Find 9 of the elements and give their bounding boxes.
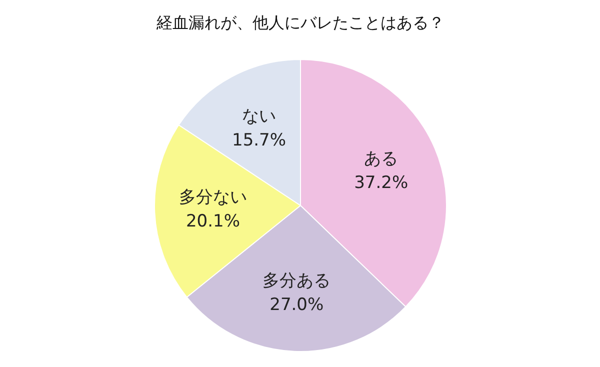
slice-label: ない xyxy=(242,106,276,126)
data-label: 27.0% xyxy=(270,295,324,316)
slice-label: ある xyxy=(364,149,398,170)
chart-title: 経血漏れが、他人にバレたことはある？ xyxy=(156,13,444,32)
data-label: 15.7% xyxy=(232,130,286,150)
data-label: 37.2% xyxy=(354,173,408,194)
slice-label: 多分ある xyxy=(262,271,331,292)
data-label: 20.1% xyxy=(186,212,240,232)
slice-label: 多分ない xyxy=(178,188,247,208)
